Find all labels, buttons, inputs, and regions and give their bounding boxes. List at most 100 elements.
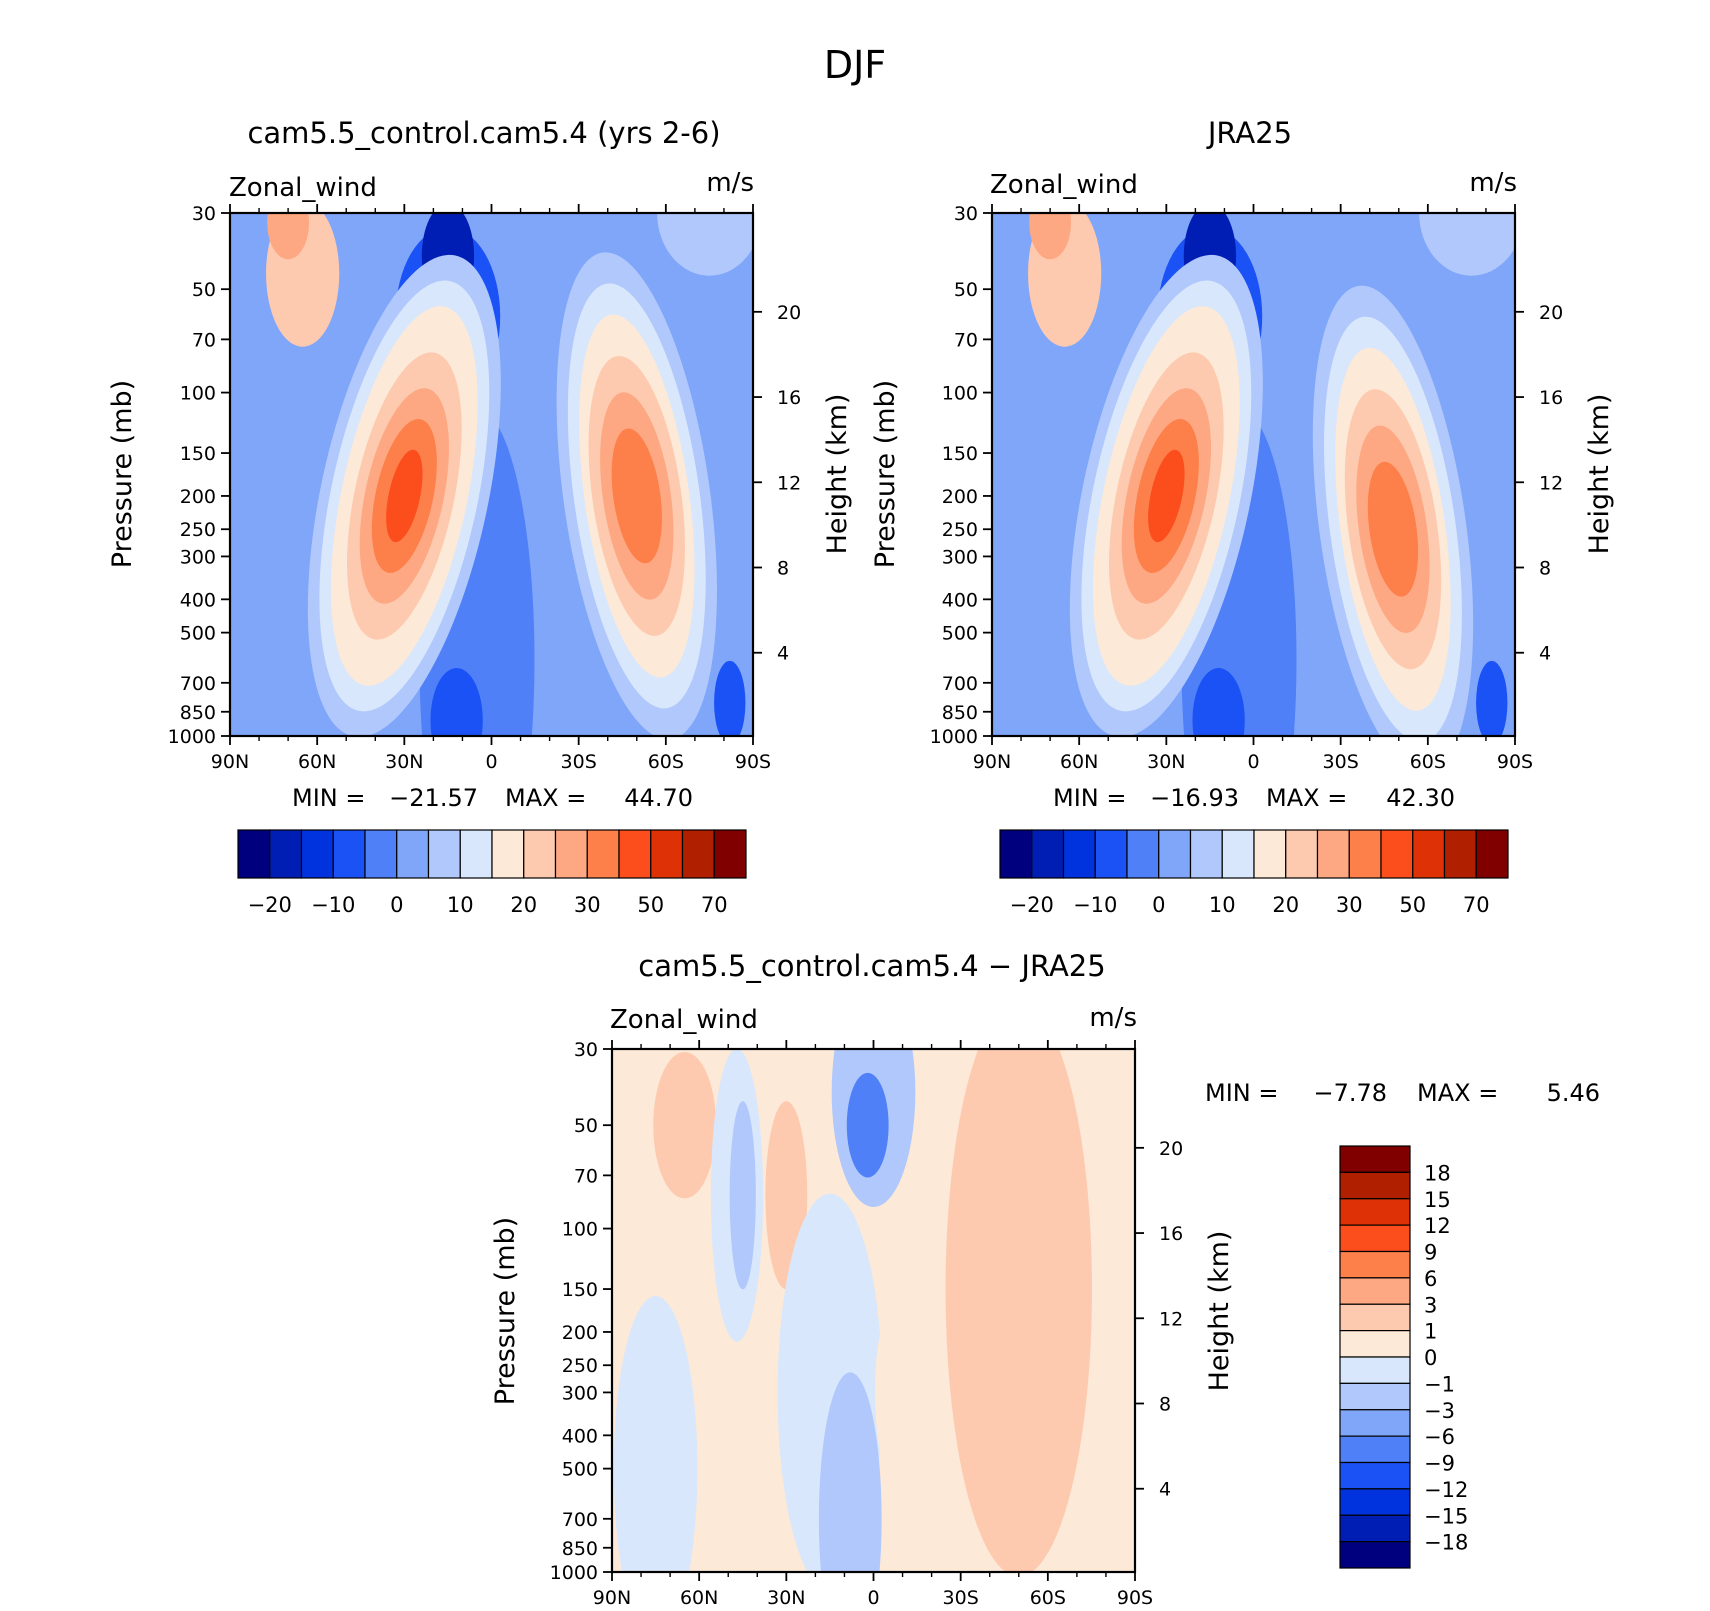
contour-band bbox=[1192, 668, 1245, 736]
colorbar-tick-label: 0 bbox=[1152, 893, 1165, 917]
height-tick-label: 12 bbox=[777, 472, 801, 494]
colorbar-box bbox=[1285, 829, 1319, 879]
height-tick-label: 16 bbox=[1159, 1223, 1183, 1245]
colorbar-box bbox=[1348, 829, 1382, 879]
colorbar-box bbox=[1094, 829, 1128, 879]
colorbar-tick-label: 9 bbox=[1424, 1241, 1437, 1265]
colorbar-box bbox=[396, 829, 430, 879]
colorbar-tick-label: 1 bbox=[1424, 1320, 1437, 1344]
colorbar-tick-label: −15 bbox=[1424, 1504, 1468, 1528]
x-tick-label: 60S bbox=[648, 751, 684, 773]
colorbar-box bbox=[237, 829, 271, 879]
height-tick-label: 16 bbox=[777, 387, 801, 409]
max-label: MAX = bbox=[1266, 784, 1347, 812]
y-tick-label: 30 bbox=[574, 1039, 598, 1061]
y-tick-label: 250 bbox=[180, 519, 216, 541]
x-tick-label: 90N bbox=[211, 751, 249, 773]
height-tick-label: 16 bbox=[1539, 387, 1563, 409]
max-value: 44.70 bbox=[624, 784, 693, 812]
colorbar-tick-label: 20 bbox=[1272, 893, 1299, 917]
contour-plot: 90N 60N 30N 0 30S 60S 90S 30 50 70 100 150 200 250 300… bbox=[930, 203, 1564, 773]
y-tick-label: 150 bbox=[942, 443, 978, 465]
contour-band bbox=[1419, 213, 1515, 276]
colorbar-box bbox=[1339, 1514, 1411, 1543]
y-tick-label: 70 bbox=[192, 329, 216, 351]
colorbar-box bbox=[1475, 829, 1509, 879]
figure-title: DJF bbox=[824, 43, 886, 87]
x-tick-label: 0 bbox=[867, 1587, 879, 1609]
x-tick-label: 60N bbox=[680, 1587, 718, 1609]
y-tick-label: 1000 bbox=[168, 726, 216, 748]
colorbar-tick-label: −20 bbox=[248, 893, 292, 917]
min-value: −7.78 bbox=[1313, 1079, 1387, 1107]
colorbar-box bbox=[523, 829, 557, 879]
colorbar-box bbox=[1412, 829, 1446, 879]
contour-band bbox=[874, 1319, 902, 1466]
colorbar-box bbox=[1339, 1435, 1411, 1464]
y-tick-label: 30 bbox=[954, 203, 978, 225]
height-tick-label: 4 bbox=[777, 643, 789, 665]
colorbar-box bbox=[1443, 829, 1477, 879]
x-tick-label: 90S bbox=[1497, 751, 1533, 773]
contour-band bbox=[430, 668, 483, 736]
contour-band bbox=[846, 1072, 889, 1178]
colorbar-tick-label: 10 bbox=[447, 893, 474, 917]
colorbar-box bbox=[491, 829, 525, 879]
x-tick-label: 90N bbox=[593, 1587, 631, 1609]
colorbar-tick-label: 10 bbox=[1209, 893, 1236, 917]
height-tick-label: 20 bbox=[1539, 302, 1563, 324]
colorbar-tick-label: −10 bbox=[311, 893, 355, 917]
y-tick-label: 850 bbox=[562, 1538, 598, 1560]
contour-band bbox=[714, 660, 746, 736]
contour-plot: 90N 60N 30N 0 30S 60S 90S 30 50 70 100 150 200 250 300… bbox=[550, 1039, 1184, 1609]
x-tick-label: 30N bbox=[767, 1587, 805, 1609]
height-tick-label: 20 bbox=[1159, 1138, 1183, 1160]
colorbar-tick-label: 50 bbox=[637, 893, 664, 917]
colorbar-tick-label: 0 bbox=[1424, 1346, 1437, 1370]
colorbar-box bbox=[650, 829, 684, 879]
colorbar-box bbox=[364, 829, 398, 879]
contour-plot: 90N 60N 30N 0 30S 60S 90S 30 50 70 100 150 200 250 300… bbox=[168, 203, 802, 773]
contour-band bbox=[386, 449, 423, 543]
colorbar-tick-label: 18 bbox=[1424, 1161, 1451, 1185]
colorbar-box bbox=[1221, 829, 1255, 879]
colorbar-tick-label: −12 bbox=[1424, 1478, 1468, 1502]
x-tick-label: 30N bbox=[385, 751, 423, 773]
max-label: MAX = bbox=[1417, 1079, 1498, 1107]
colorbar-tick-label: −18 bbox=[1424, 1531, 1468, 1555]
contour-band bbox=[1367, 461, 1419, 597]
height-tick-label: 8 bbox=[777, 558, 789, 580]
jet-nh bbox=[307, 254, 501, 736]
x-tick-label: 30S bbox=[1323, 751, 1359, 773]
x-tick-label: 90N bbox=[973, 751, 1011, 773]
y-axis-label: Pressure (mb) bbox=[870, 380, 901, 568]
colorbar-box bbox=[1339, 1171, 1411, 1200]
x-tick-label: 30N bbox=[1147, 751, 1185, 773]
x-tick-label: 90S bbox=[735, 751, 771, 773]
y-tick-label: 200 bbox=[562, 1322, 598, 1344]
jet-sh bbox=[1312, 285, 1474, 736]
height-tick-label: 12 bbox=[1539, 472, 1563, 494]
min-value: −21.57 bbox=[389, 784, 478, 812]
y-tick-label: 700 bbox=[562, 1509, 598, 1531]
colorbar-tick-label: −9 bbox=[1424, 1452, 1455, 1476]
colorbar-box bbox=[586, 829, 620, 879]
y-tick-label: 150 bbox=[180, 443, 216, 465]
units-label: m/s bbox=[706, 168, 754, 198]
y-axis-right-label: Height (km) bbox=[1584, 394, 1615, 555]
colorbar-box bbox=[1339, 1356, 1411, 1384]
y-tick-label: 100 bbox=[562, 1219, 598, 1241]
y-tick-label: 850 bbox=[180, 702, 216, 724]
y-tick-label: 700 bbox=[180, 673, 216, 695]
colorbar-box bbox=[1031, 829, 1065, 879]
colorbar-tick-label: 15 bbox=[1424, 1188, 1451, 1212]
colorbar-box bbox=[618, 829, 652, 879]
x-tick-label: 60S bbox=[1410, 751, 1446, 773]
y-tick-label: 850 bbox=[942, 702, 978, 724]
y-tick-label: 30 bbox=[192, 203, 216, 225]
colorbar-tick-label: −20 bbox=[1010, 893, 1054, 917]
x-tick-label: 30S bbox=[561, 751, 597, 773]
field bbox=[992, 213, 1515, 736]
colorbar-box bbox=[1339, 1303, 1411, 1332]
